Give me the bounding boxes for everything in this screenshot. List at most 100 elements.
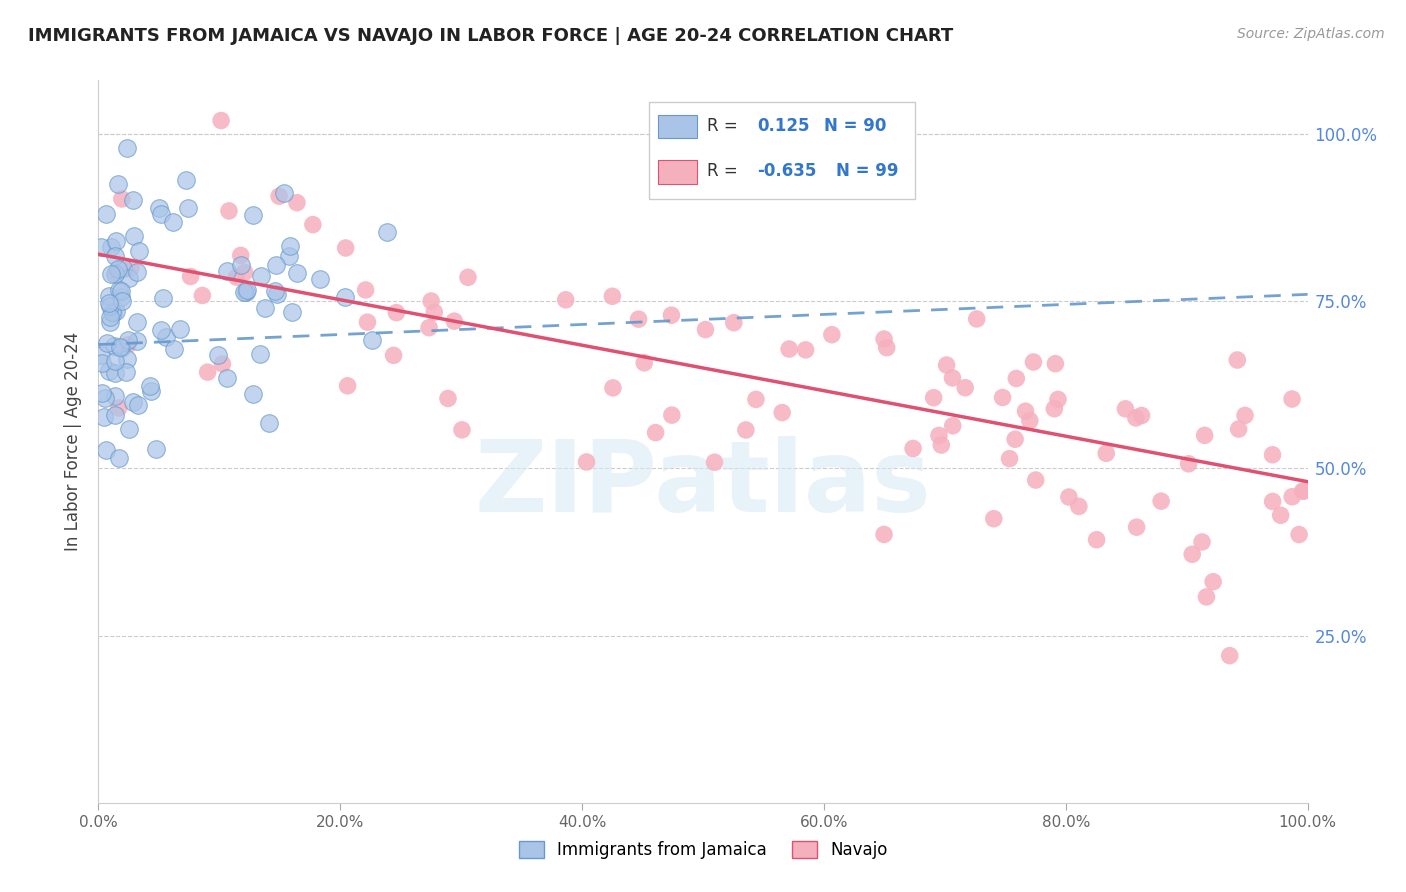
Point [163,342,186,356]
Point [1018,414,1040,428]
Point [110,341,132,355]
Text: 0.125: 0.125 [758,117,810,135]
Point [633,356,655,370]
Point [1067,500,1090,514]
Point [250,269,273,284]
Point [264,259,287,273]
Point [128,244,150,258]
Point [127,315,149,329]
Point [215,264,238,278]
Point [443,314,465,328]
Text: R =: R = [707,117,742,135]
Point [420,293,443,308]
Point [1125,520,1147,534]
Point [145,442,167,456]
Point [104,266,127,280]
Point [602,381,624,395]
Point [1281,392,1303,406]
Point [98,315,121,329]
Point [1025,473,1047,487]
Point [191,288,214,302]
Point [104,389,127,403]
Point [149,323,172,337]
Point [100,267,122,281]
Point [1043,401,1066,416]
Point [104,409,127,423]
Point [152,292,174,306]
Point [361,333,384,347]
Point [1150,494,1173,508]
Point [98,299,121,313]
Point [356,315,378,329]
Point [1281,490,1303,504]
Point [197,365,219,379]
Point [1057,490,1080,504]
Point [174,173,197,187]
Text: -0.635: -0.635 [758,162,817,180]
Point [333,290,356,304]
Point [998,451,1021,466]
Point [108,451,131,466]
Point [873,527,896,541]
Point [115,141,138,155]
Point [235,285,257,300]
Point [118,271,141,285]
Text: N = 99: N = 99 [837,162,898,180]
Point [983,512,1005,526]
Point [794,343,817,357]
Point [873,332,896,346]
Point [162,214,184,228]
Point [229,248,252,262]
Point [1022,355,1045,369]
Point [110,290,132,304]
Point [723,316,745,330]
Point [249,347,271,361]
Point [93,409,115,424]
Point [269,189,291,203]
Point [1095,446,1118,460]
Point [1191,535,1213,549]
Point [100,240,122,254]
Point [177,201,200,215]
Point [575,455,598,469]
Point [117,338,139,352]
Point [242,387,264,401]
Point [1270,508,1292,523]
FancyBboxPatch shape [658,161,697,184]
Point [695,323,717,337]
Point [627,312,650,326]
Point [169,321,191,335]
Point [104,234,127,248]
Point [876,341,898,355]
Y-axis label: In Labor Force | Age 20-24: In Labor Force | Age 20-24 [65,332,83,551]
Point [150,207,173,221]
Point [1004,432,1026,446]
Point [928,428,950,442]
Point [1227,422,1250,436]
Point [457,270,479,285]
Point [117,422,139,436]
Point [1085,533,1108,547]
Point [232,285,254,299]
Point [242,208,264,222]
Point [941,371,963,385]
Point [257,416,280,430]
Legend: Immigrants from Jamaica, Navajo: Immigrants from Jamaica, Navajo [519,841,887,860]
Point [273,186,295,200]
Point [1181,547,1204,561]
Point [1045,357,1067,371]
Point [253,301,276,315]
Point [125,334,148,348]
Point [1014,404,1036,418]
Point [285,195,308,210]
Point [111,192,134,206]
Point [1226,353,1249,368]
Point [451,423,474,437]
Point [1261,448,1284,462]
Point [117,333,139,347]
Point [280,304,302,318]
Point [127,265,149,279]
Point [218,203,240,218]
Point [1234,409,1257,423]
Point [734,423,756,437]
